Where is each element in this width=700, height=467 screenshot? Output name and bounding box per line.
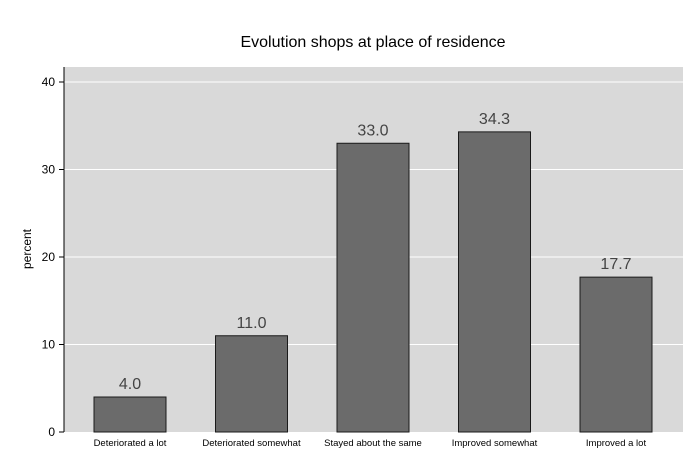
x-tick-label: Stayed about the same: [324, 438, 422, 449]
y-ticks: 0 10 20 30 40: [42, 75, 64, 439]
x-tick-label: Improved a lot: [586, 438, 647, 449]
bar: [458, 131, 531, 433]
data-label: 4.0: [119, 376, 141, 393]
bar: [336, 142, 410, 433]
bar: [579, 276, 653, 433]
y-tick-label: 30: [42, 163, 56, 177]
x-ticks: Deteriorated a lot Deteriorated somewhat S…: [94, 438, 647, 449]
bar: [93, 396, 167, 433]
bar: [215, 335, 288, 433]
data-label: 33.0: [357, 122, 388, 139]
bars: [93, 131, 653, 433]
y-tick-label: 0: [48, 425, 55, 439]
chart-title: Evolution shops at place of residence: [240, 34, 505, 51]
y-tick-label: 10: [42, 338, 56, 352]
x-tick-label: Deteriorated somewhat: [202, 438, 301, 449]
data-label: 17.7: [600, 256, 631, 273]
x-tick-label: Improved somewhat: [452, 438, 538, 449]
y-tick-label: 40: [42, 75, 56, 89]
data-labels: 4.0 11.0 33.0 34.3 17.7: [119, 111, 632, 393]
y-tick-label: 20: [42, 250, 56, 264]
data-label: 34.3: [479, 111, 510, 128]
y-axis-label: percent: [20, 228, 34, 269]
x-tick-label: Deteriorated a lot: [94, 438, 167, 449]
data-label: 11.0: [237, 315, 267, 332]
